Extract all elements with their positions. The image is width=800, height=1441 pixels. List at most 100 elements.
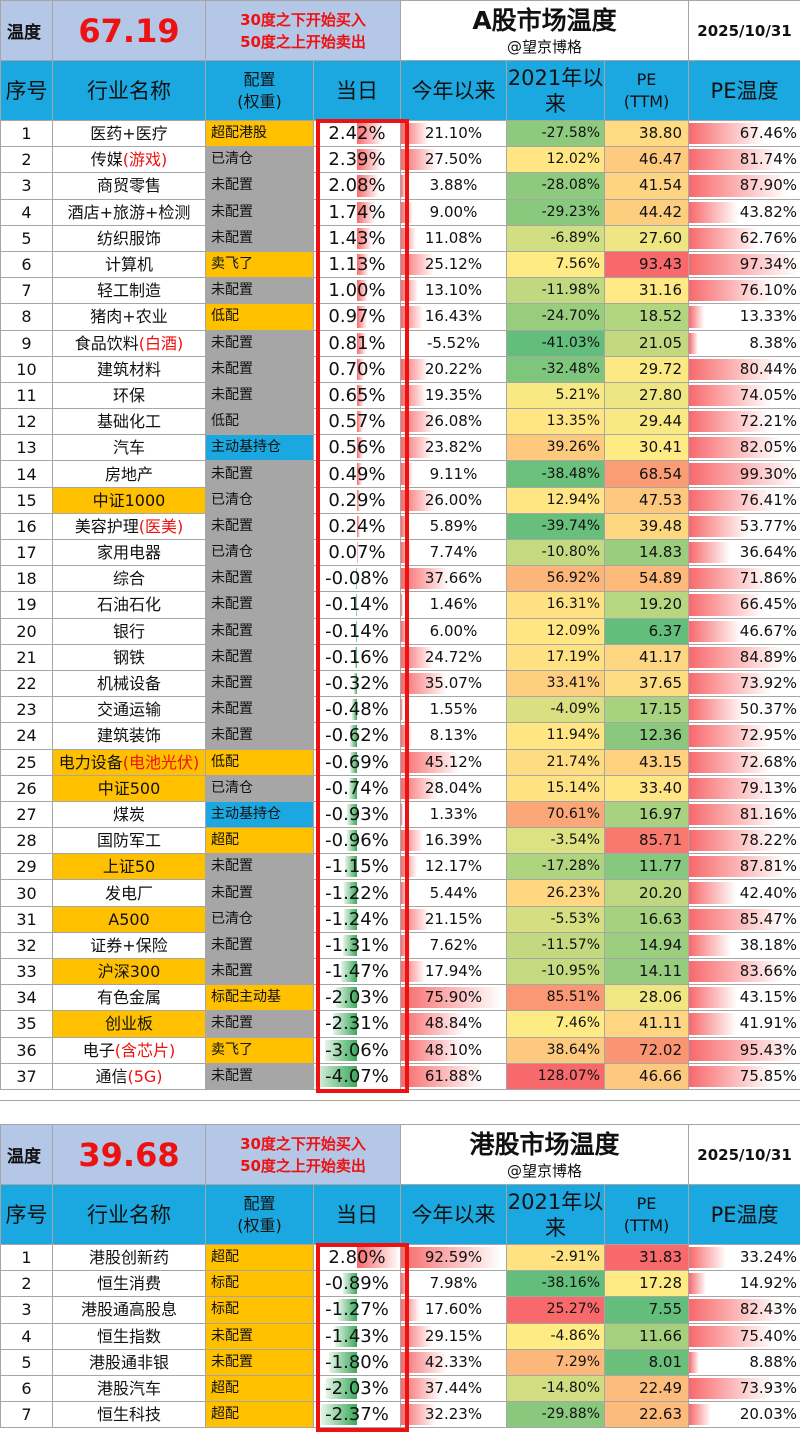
since-2021-change: 12.94% xyxy=(506,486,605,514)
pe-ttm: 41.11 xyxy=(604,1010,689,1038)
pe-ttm: 22.49 xyxy=(603,1374,690,1403)
pe-temperature-bar xyxy=(689,1377,772,1400)
a-table-body: 1 医药+医疗 超配港股 2.42% 21.10% -27.58% 38.80 67.46% 2… xyxy=(0,119,800,1090)
hk-share-section: 温度 39.68 30度之下开始买入 50度之上开始卖出 港股市场温度 @望京博… xyxy=(0,1124,800,1429)
ytd-change-bar xyxy=(401,961,425,983)
pe-temperature-value: 43.82% xyxy=(739,202,797,221)
allocation-status: 未配置 xyxy=(205,617,314,645)
allocation-status: 未配置 xyxy=(205,329,314,357)
pe-temperature-bar xyxy=(689,489,774,511)
since-2021-change: 12.02% xyxy=(506,146,605,174)
daily-change-bar xyxy=(357,149,383,171)
daily-change-bar xyxy=(357,332,366,354)
row-number: 6 xyxy=(0,1374,53,1403)
pe-ttm: 44.42 xyxy=(604,198,689,226)
since-2021-change: -38.16% xyxy=(506,1270,605,1298)
daily-change: 0.65% xyxy=(313,381,401,410)
pe-ttm: 43.15 xyxy=(604,748,689,776)
pe-temperature: 76.41% xyxy=(688,486,800,514)
industry-name: 钢铁 xyxy=(52,643,206,671)
ytd-change: 7.74% xyxy=(400,538,507,567)
industry-name-text: 轻工制造 xyxy=(96,281,161,301)
daily-change-bar xyxy=(351,699,357,721)
table-row: 29 上证50 未配置 -1.15% 12.17% -17.28% 11.77 87.81% xyxy=(0,853,800,881)
row-number: 24 xyxy=(0,722,53,750)
ytd-change-bar xyxy=(401,411,436,433)
industry-name-text: 传媒 xyxy=(90,150,123,170)
table-row: 24 建筑装饰 未配置 -0.62% 8.13% 11.94% 12.36 72.95% xyxy=(0,722,800,750)
pe-temperature-value: 20.03% xyxy=(739,1405,798,1424)
industry-name-text: 建筑材料 xyxy=(96,359,161,379)
industry-name: 恒生消费 xyxy=(52,1270,206,1298)
industry-name: 恒生科技 xyxy=(52,1401,206,1429)
allocation-status: 主动基持仓 xyxy=(205,434,314,462)
table-row: 8 猪肉+农业 低配 0.97% 16.43% -24.70% 18.52 13.33% xyxy=(0,303,800,331)
ytd-change-value: 35.07% xyxy=(424,674,483,693)
daily-change: -1.47% xyxy=(313,957,401,986)
ytd-change: 92.59% xyxy=(400,1243,507,1272)
row-number: 13 xyxy=(0,434,53,462)
row-number: 9 xyxy=(0,329,53,357)
row-number: 19 xyxy=(0,591,53,619)
ytd-change: 29.15% xyxy=(400,1322,507,1350)
pe-ttm: 11.77 xyxy=(604,853,689,881)
daily-change-value: 2.08% xyxy=(328,175,386,197)
ytd-change-bar xyxy=(401,987,501,1009)
row-number: 33 xyxy=(0,957,53,986)
ytd-change: 9.11% xyxy=(400,460,507,488)
daily-change: -2.03% xyxy=(313,1374,401,1403)
header-pe: PE (TTM) xyxy=(604,60,689,121)
table-row: 14 房地产 未配置 0.49% 9.11% -38.48% 68.54 99.30% xyxy=(0,460,800,488)
pe-temperature-bar xyxy=(689,463,800,485)
header-name: 行业名称 xyxy=(52,60,206,121)
allocation-status: 标配主动基 xyxy=(205,984,314,1012)
h-rule-sell: 50度之上开始卖出 xyxy=(240,1156,366,1175)
ytd-change-value: 25.12% xyxy=(424,255,483,274)
a-author: @望京博格 xyxy=(506,37,582,56)
industry-name-text: 通信 xyxy=(95,1066,128,1086)
industry-name: 基础化工 xyxy=(52,408,206,436)
pe-temperature: 81.16% xyxy=(688,800,800,829)
pe-temperature: 71.86% xyxy=(688,565,800,593)
ytd-change-bar xyxy=(401,699,404,721)
h-temp-label: 温度 xyxy=(0,1124,53,1185)
pe-ttm: 16.63 xyxy=(604,905,689,933)
table-row: 3 港股通高股息 标配 -1.27% 17.60% 25.27% 7.55 82.43% xyxy=(0,1296,800,1324)
industry-name: 食品饮料(白酒) xyxy=(52,329,206,357)
since-2021-change: 38.64% xyxy=(506,1036,605,1064)
ytd-change-bar xyxy=(401,515,409,537)
table-row: 4 恒生指数 未配置 -1.43% 29.15% -4.86% 11.66 75.40% xyxy=(0,1322,800,1350)
allocation-status: 未配置 xyxy=(205,198,314,226)
daily-change-value: 0.24% xyxy=(328,515,386,537)
daily-change-value: -3.06% xyxy=(325,1039,389,1061)
ytd-change-value: 75.90% xyxy=(424,988,483,1007)
daily-change: 2.80% xyxy=(313,1243,401,1272)
industry-name-text: 计算机 xyxy=(104,255,153,275)
ytd-change-value: 48.10% xyxy=(424,1040,483,1059)
table-row: 4 酒店+旅游+检测 未配置 1.74% 9.00% -29.23% 44.42 43.82% xyxy=(0,198,800,226)
daily-change: -0.32% xyxy=(313,669,401,698)
ytd-change-value: 3.88% xyxy=(429,176,478,195)
pe-ttm: 33.40 xyxy=(604,774,689,802)
pe-temperature: 14.92% xyxy=(688,1270,800,1298)
daily-change-value: 2.42% xyxy=(328,123,386,145)
industry-name: 酒店+旅游+检测 xyxy=(52,198,206,226)
pe-ttm: 17.28 xyxy=(603,1270,690,1298)
industry-name-text: 电子 xyxy=(82,1040,115,1060)
allocation-status: 已清仓 xyxy=(205,905,314,933)
since-2021-change: 39.26% xyxy=(506,434,605,462)
ytd-change-bar xyxy=(401,725,412,747)
ytd-change: 5.89% xyxy=(400,512,507,541)
daily-change: 1.00% xyxy=(313,277,401,305)
since-2021-change: -27.58% xyxy=(506,119,605,148)
industry-name: 猪肉+农业 xyxy=(52,303,206,331)
pe-temperature-value: 84.89% xyxy=(739,647,797,666)
pe-temperature-bar xyxy=(689,253,798,276)
row-number: 16 xyxy=(0,512,53,541)
daily-change-value: 2.39% xyxy=(328,149,386,171)
daily-change-bar xyxy=(357,175,379,197)
allocation-status: 未配置 xyxy=(205,1062,314,1090)
pe-ttm: 85.71 xyxy=(604,827,689,855)
pe-temperature-value: 81.74% xyxy=(739,150,797,169)
ytd-change: 5.44% xyxy=(400,879,507,907)
